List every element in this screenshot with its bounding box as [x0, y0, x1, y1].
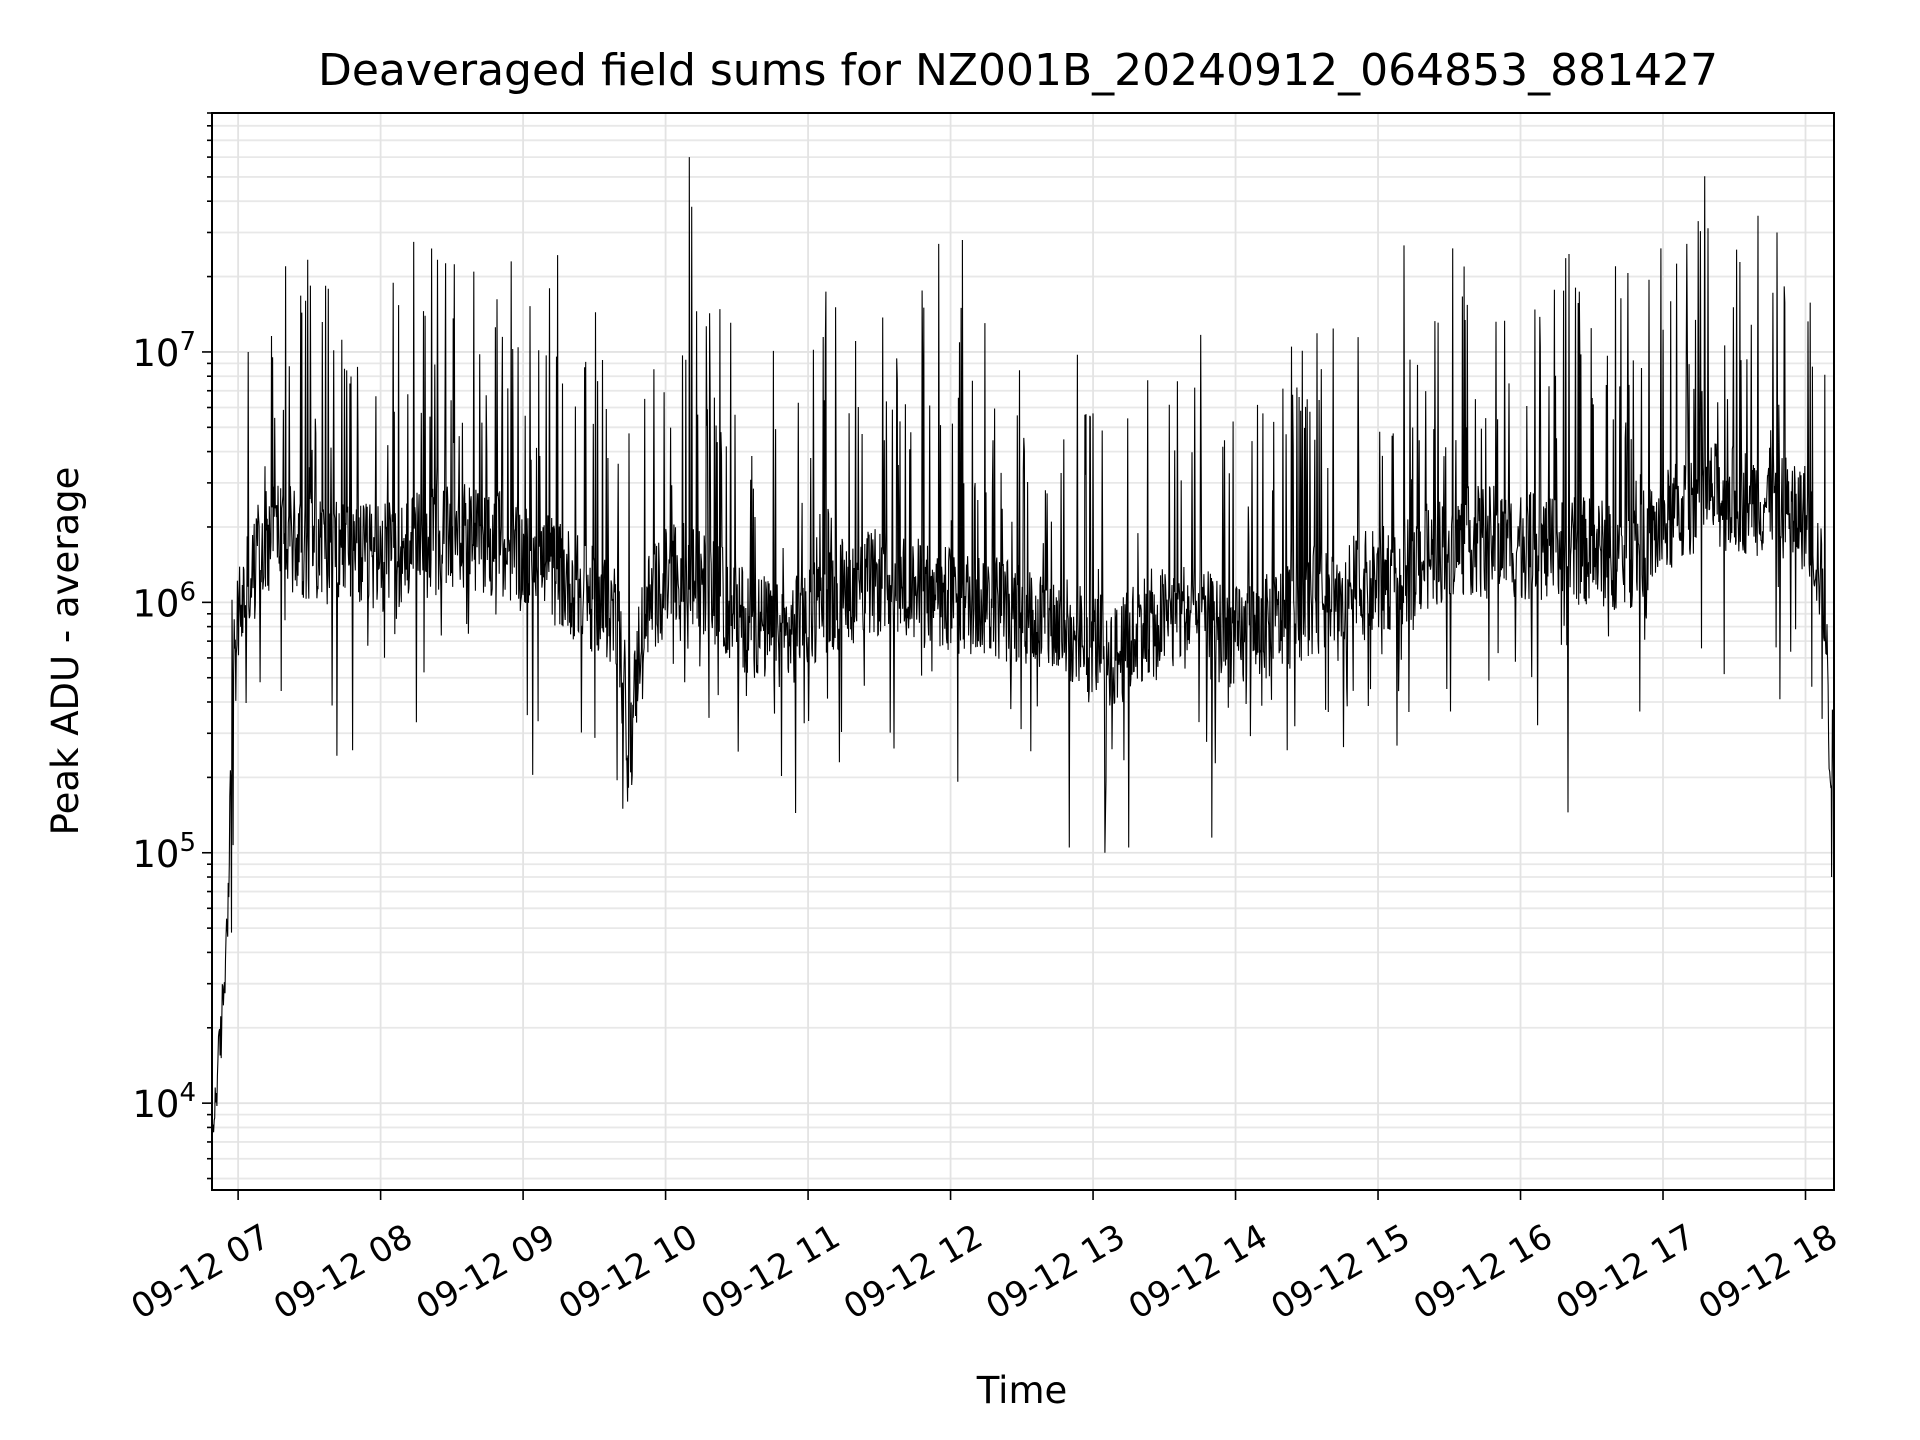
plot-frame: [211, 112, 1835, 1191]
axis-ticks: [202, 112, 1807, 1200]
y-tick-label: 107: [132, 327, 196, 375]
major-grid: [212, 113, 1834, 1190]
series-layer: [212, 157, 1834, 1133]
y-tick-label: 105: [132, 828, 196, 876]
y-tick-label: 106: [132, 577, 196, 625]
y-tick-labels: 104 105 106 107: [132, 327, 196, 1126]
y-tick-label: 104: [132, 1078, 196, 1126]
y-axis-label: Peak ADU - average: [44, 467, 87, 836]
chart-title: Deaveraged field sums for NZ001B_2024091…: [318, 45, 1718, 96]
x-axis-label: Time: [976, 1369, 1068, 1412]
series-line: [212, 157, 1834, 1133]
